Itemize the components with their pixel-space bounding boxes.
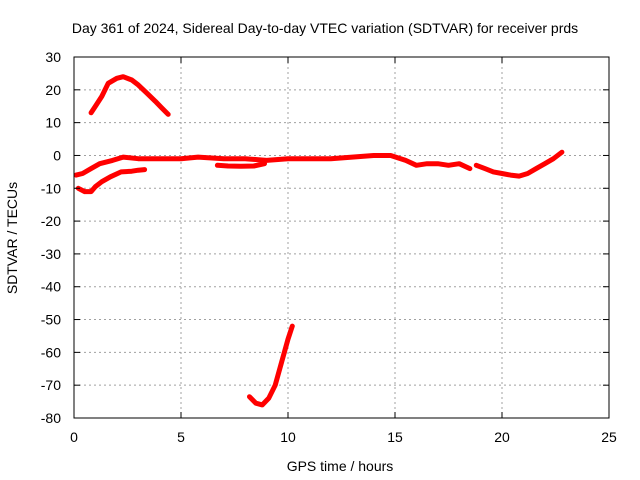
plot-frame [73, 56, 610, 419]
series-dip-trace [247, 323, 295, 408]
y-tick-label: -60 [41, 344, 61, 360]
series-low-start-trace [75, 167, 148, 195]
grid [74, 57, 609, 418]
y-tick-labels: 30 20 10 0 -10 -20 -30 -40 -50 -60 -70 -80 [41, 49, 61, 426]
y-tick-label: -10 [41, 180, 61, 196]
y-tick-label: -40 [41, 279, 61, 295]
x-tick-label: 0 [70, 429, 78, 445]
series-arc-high [88, 74, 171, 117]
y-tick-label: -50 [41, 312, 61, 328]
x-tick-label: 25 [601, 429, 617, 445]
series-main-trace [73, 153, 473, 178]
x-tick-label: 10 [280, 429, 296, 445]
y-tick-label: -30 [41, 246, 61, 262]
series-block-8h [214, 161, 267, 169]
x-tick-labels: 0 5 10 15 20 25 [70, 429, 617, 445]
y-tick-label: -20 [41, 213, 61, 229]
y-tick-label: 0 [53, 147, 61, 163]
x-tick-label: 5 [177, 429, 185, 445]
y-axis-label: SDTVAR / TECUs [4, 182, 20, 294]
x-tick-label: 20 [494, 429, 510, 445]
y-tick-label: 20 [45, 82, 61, 98]
series-layer [73, 74, 565, 408]
y-tick-label: 10 [45, 115, 61, 131]
y-tick-label: -70 [41, 377, 61, 393]
x-tick-label: 15 [387, 429, 403, 445]
series-late-trace [473, 149, 565, 179]
y-tick-label: -80 [41, 410, 61, 426]
x-axis-label: GPS time / hours [287, 458, 394, 474]
chart-title: Day 361 of 2024, Sidereal Day-to-day VTE… [72, 20, 578, 36]
axis-ticks [73, 56, 610, 419]
y-tick-label: 30 [45, 49, 61, 65]
